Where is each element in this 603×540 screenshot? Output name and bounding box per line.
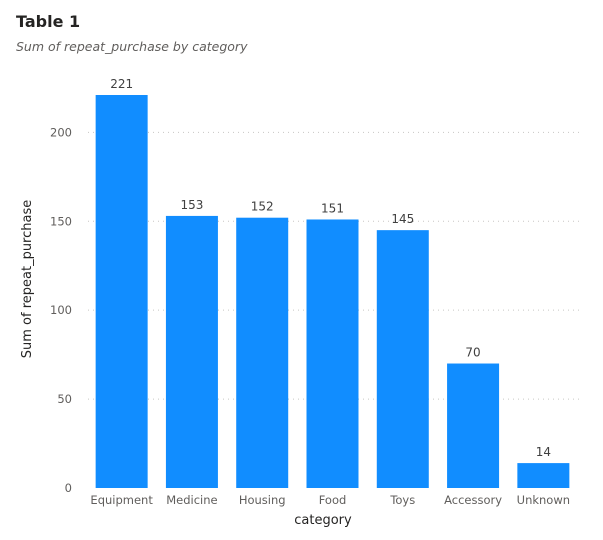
data-labels: 221 153 152 151 145 70 14: [110, 77, 551, 459]
y-axis-ticks: 0 50 100 150 200: [50, 125, 72, 495]
y-tick-label: 0: [65, 481, 72, 495]
x-tick-label-equipment: Equipment: [90, 493, 153, 507]
y-tick-label: 150: [50, 214, 72, 228]
y-axis-title: Sum of repeat_purchase: [20, 200, 35, 359]
data-label-housing: 152: [251, 200, 274, 214]
bar-housing[interactable]: [236, 217, 289, 488]
data-label-unknown: 14: [536, 445, 551, 459]
chart-title: Table 1: [16, 12, 81, 31]
bar-medicine[interactable]: [165, 215, 218, 488]
x-tick-label-medicine: Medicine: [166, 493, 217, 507]
bar-accessory[interactable]: [447, 363, 500, 488]
data-label-toys: 145: [391, 212, 414, 226]
bar-food[interactable]: [306, 219, 359, 488]
x-tick-label-unknown: Unknown: [517, 493, 570, 507]
data-label-medicine: 153: [180, 198, 203, 212]
chart-subtitle: Sum of repeat_purchase by category: [16, 39, 248, 54]
data-label-equipment: 221: [110, 77, 133, 91]
bar-equipment[interactable]: [95, 95, 148, 488]
x-tick-label-accessory: Accessory: [444, 493, 502, 507]
y-tick-label: 50: [57, 392, 72, 406]
x-tick-label-food: Food: [319, 493, 347, 507]
x-axis-title: category: [294, 513, 352, 528]
y-tick-label: 200: [50, 125, 72, 139]
x-tick-label-toys: Toys: [389, 493, 415, 507]
x-tick-label-housing: Housing: [239, 493, 286, 507]
data-label-accessory: 70: [465, 346, 480, 360]
x-axis-ticks: Equipment Medicine Housing Food Toys Accessor…: [90, 493, 570, 507]
y-tick-label: 100: [50, 303, 72, 317]
bars: [95, 95, 570, 488]
data-label-food: 151: [321, 201, 344, 215]
bar-unknown[interactable]: [517, 463, 570, 488]
bar-toys[interactable]: [376, 230, 429, 488]
